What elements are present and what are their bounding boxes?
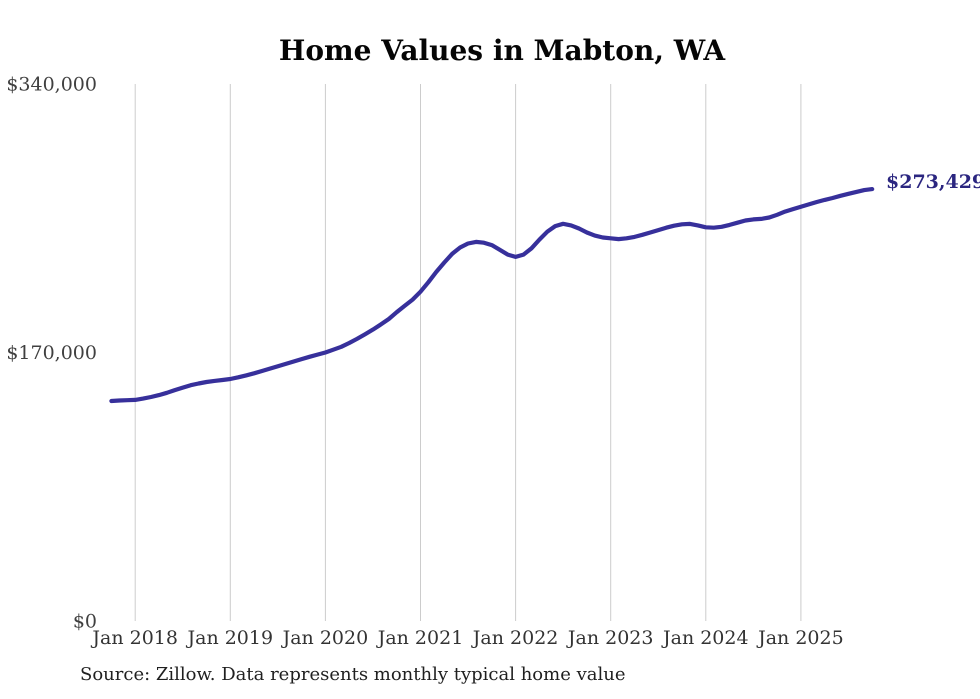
- end-value-label: $273,429: [886, 171, 980, 193]
- source-note: Source: Zillow. Data represents monthly …: [80, 664, 626, 685]
- x-tick-label: Jan 2021: [376, 627, 464, 649]
- y-tick-label: $0: [73, 611, 97, 633]
- x-tick-label: Jan 2025: [756, 627, 844, 649]
- home-value-line: [109, 187, 875, 404]
- x-tick-label: Jan 2023: [566, 627, 654, 649]
- x-tick-label: Jan 2019: [186, 627, 274, 649]
- x-tick-label: Jan 2022: [471, 627, 559, 649]
- y-tick-label: $340,000: [6, 74, 97, 96]
- x-tick-label: Jan 2024: [661, 627, 749, 649]
- x-tick-label: Jan 2020: [281, 627, 369, 649]
- x-tick-label: Jan 2018: [90, 627, 178, 649]
- chart-title: Home Values in Mabton, WA: [278, 34, 726, 67]
- y-tick-label: $170,000: [6, 342, 97, 364]
